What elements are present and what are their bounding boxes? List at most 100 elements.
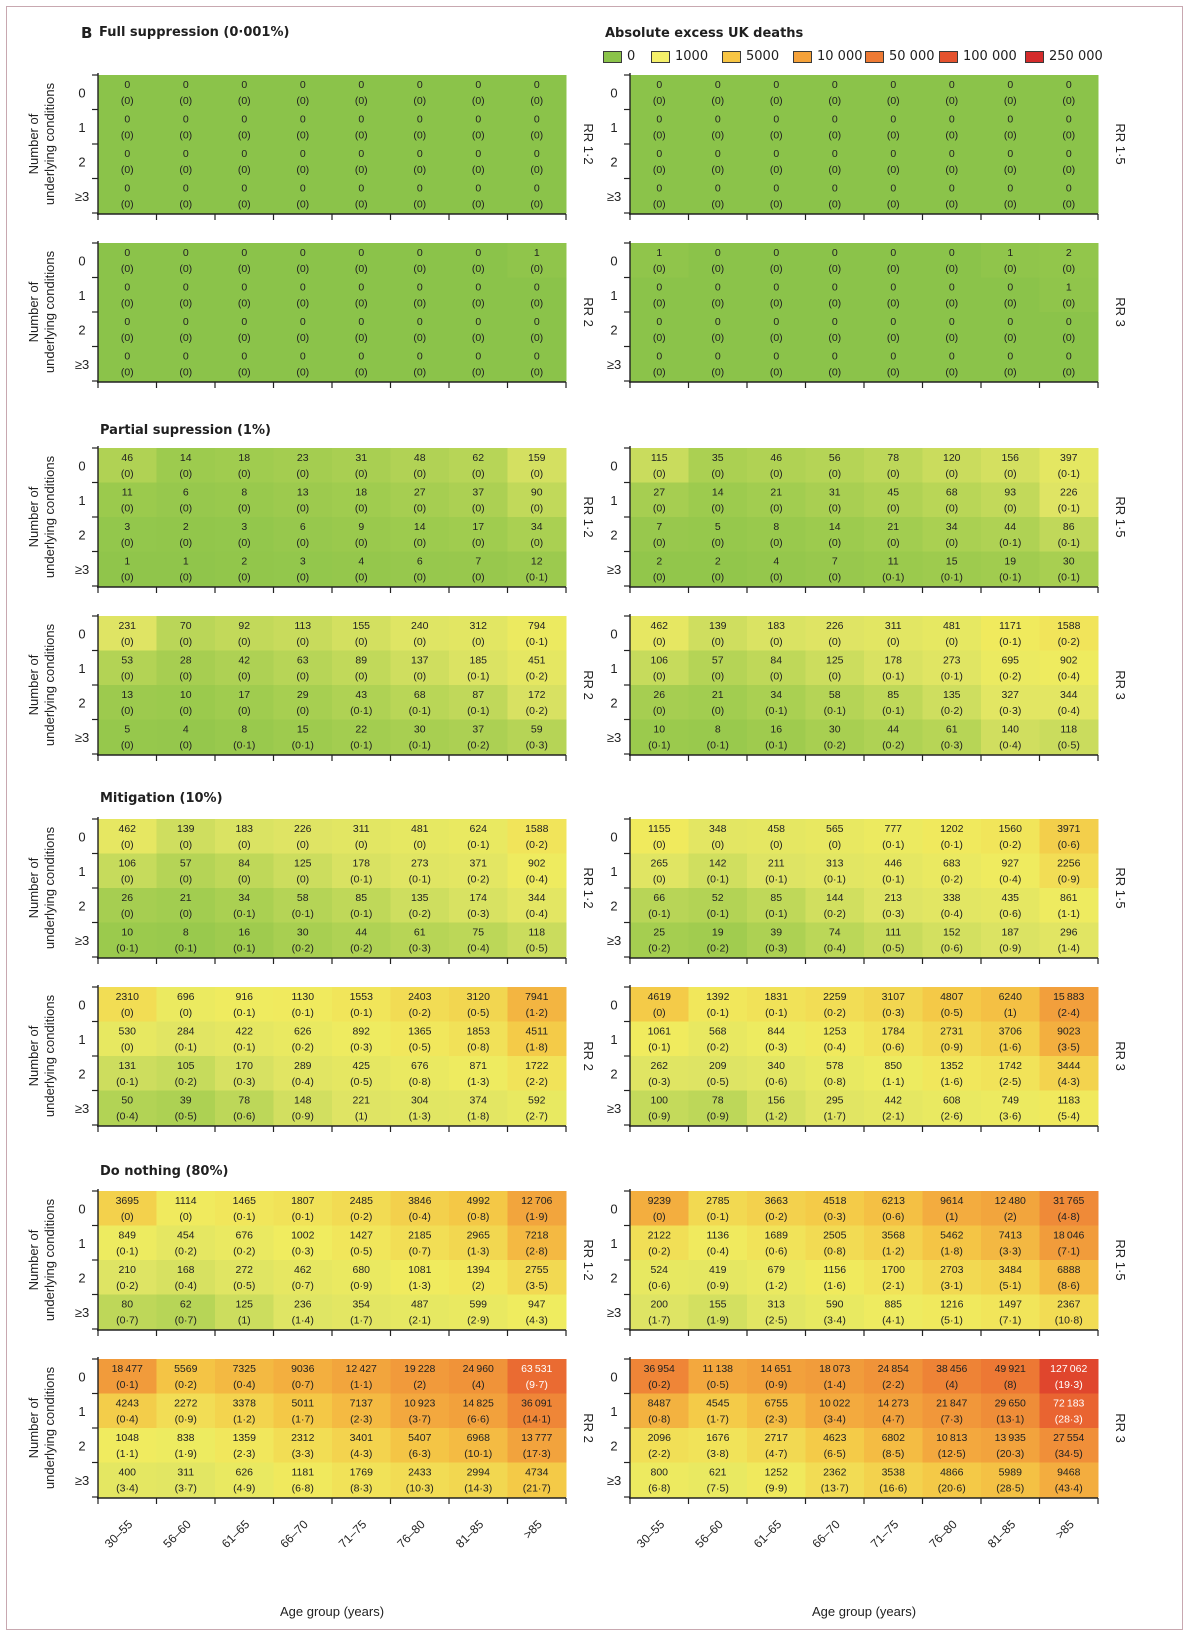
heatmap-cell: [507, 1294, 567, 1330]
cell-value-label: 30: [297, 927, 309, 939]
cell-value-label: 85: [355, 892, 367, 904]
cell-value-label: 7413: [999, 1230, 1023, 1242]
cell-percent-label: (0): [530, 503, 543, 515]
cell-percent-label: (0·5): [350, 1076, 372, 1088]
cell-percent-label: (0): [179, 503, 192, 515]
cell-value-label: 1807: [291, 1195, 315, 1207]
cell-percent-label: (0): [179, 636, 192, 648]
cell-value-label: 9468: [1057, 1467, 1081, 1479]
heatmap-cell: [273, 888, 333, 923]
cell-percent-label: (3·5): [526, 1280, 548, 1292]
y-axis-title: Number ofunderlying conditions: [26, 1198, 57, 1321]
cell-value-label: 0: [1007, 282, 1013, 294]
cell-value-label: 226: [1060, 487, 1078, 499]
heatmap-cell: [922, 482, 982, 518]
cell-percent-label: (0·1): [882, 572, 904, 584]
cell-value-label: 487: [411, 1299, 429, 1311]
cell-percent-label: (8·5): [882, 1448, 904, 1460]
heatmap-cell: [805, 1056, 865, 1091]
cell-value-label: 12 480: [995, 1195, 1026, 1207]
cell-value-label: 304: [411, 1095, 429, 1107]
cell-value-label: 0: [1007, 316, 1013, 328]
cell-percent-label: (0): [653, 130, 666, 142]
cell-percent-label: (0): [945, 298, 958, 310]
x-tick-label: 30–55: [634, 1517, 668, 1551]
cell-percent-label: (3·6): [999, 1111, 1021, 1123]
cell-percent-label: (0·2): [467, 740, 489, 752]
cell-percent-label: (0·7): [175, 1315, 197, 1327]
heatmap-cell: [1039, 719, 1099, 755]
cell-value-label: 4623: [823, 1432, 847, 1444]
x-tick-label: 81–85: [985, 1517, 1019, 1551]
y-tick-label: 2: [78, 527, 85, 542]
cell-percent-label: (0): [355, 298, 368, 310]
heatmap-cell: [630, 144, 689, 179]
cell-value-label: 0: [949, 316, 955, 328]
heatmap-cell: [747, 312, 806, 347]
heatmap-cell: [507, 616, 567, 651]
cell-value-label: 0: [358, 79, 364, 91]
cell-percent-label: (0): [887, 263, 900, 275]
heatmap-cell: [390, 1191, 450, 1226]
y-tick-label: 1: [78, 661, 85, 676]
cell-value-label: 458: [767, 823, 785, 835]
cell-value-label: 530: [118, 1026, 136, 1038]
heatmap-cell: [507, 482, 567, 518]
cell-percent-label: (0): [887, 332, 900, 344]
cell-value-label: 0: [300, 79, 306, 91]
heatmap-cell: [922, 1428, 982, 1463]
heatmap-cell: [688, 551, 748, 587]
cell-percent-label: (0): [238, 298, 251, 310]
cell-value-label: 43: [355, 689, 367, 701]
y-tick-label: 0: [610, 997, 617, 1012]
heatmap-cell: [688, 482, 748, 518]
cell-value-label: 14 651: [761, 1363, 792, 1375]
y-tick-label: 2: [610, 1438, 617, 1453]
heatmap-cell: [1039, 1393, 1099, 1429]
cell-value-label: 42: [238, 655, 250, 667]
cell-value-label: 240: [411, 620, 429, 632]
heatmap-cell: [273, 243, 333, 278]
cell-value-label: 4992: [467, 1195, 491, 1207]
cell-value-label: 296: [1060, 927, 1078, 939]
cell-value-label: 3538: [882, 1467, 906, 1479]
cell-percent-label: (0): [887, 636, 900, 648]
cell-percent-label: (0·9): [765, 1379, 787, 1391]
cell-percent-label: (0·7): [292, 1379, 314, 1391]
cell-value-label: 0: [241, 79, 247, 91]
x-tick-label: >85: [1053, 1517, 1078, 1542]
cell-value-label: 0: [773, 316, 779, 328]
cell-value-label: 3: [241, 521, 247, 533]
cell-percent-label: (10·8): [1055, 1315, 1083, 1327]
cell-percent-label: (0·1): [526, 572, 548, 584]
cell-value-label: 10: [653, 724, 665, 736]
cell-percent-label: (3·7): [409, 1414, 431, 1426]
cell-value-label: 210: [118, 1264, 136, 1276]
cell-value-label: 462: [650, 620, 668, 632]
cell-percent-label: (0): [179, 95, 192, 107]
cell-value-label: 18 073: [819, 1363, 850, 1375]
cell-percent-label: (0): [770, 503, 783, 515]
cell-percent-label: (0): [1062, 199, 1075, 211]
cell-value-label: 1: [183, 556, 189, 568]
y-tick-label: ≥3: [607, 562, 621, 577]
y-tick-label: 2: [78, 1066, 85, 1081]
cell-percent-label: (0): [887, 537, 900, 549]
y-tick-label: ≥3: [607, 1305, 621, 1320]
heatmap-cell: [507, 243, 567, 278]
cell-value-label: 0: [300, 247, 306, 259]
cell-value-label: 695: [1001, 655, 1019, 667]
cell-percent-label: (3·7): [175, 1483, 197, 1495]
heatmap-cell: [156, 853, 216, 889]
heatmap-cell: [156, 1260, 216, 1295]
cell-value-label: 849: [118, 1230, 136, 1242]
cell-value-label: 1183: [1057, 1095, 1080, 1107]
cell-value-label: 0: [949, 148, 955, 160]
cell-value-label: 885: [884, 1299, 902, 1311]
cell-value-label: 155: [709, 1299, 727, 1311]
cell-percent-label: (0): [121, 572, 134, 584]
cell-percent-label: (0·3): [292, 1246, 314, 1258]
cell-value-label: 568: [709, 1026, 727, 1038]
heatmap-cell: [449, 1021, 508, 1057]
cell-value-label: 0: [1066, 114, 1072, 126]
